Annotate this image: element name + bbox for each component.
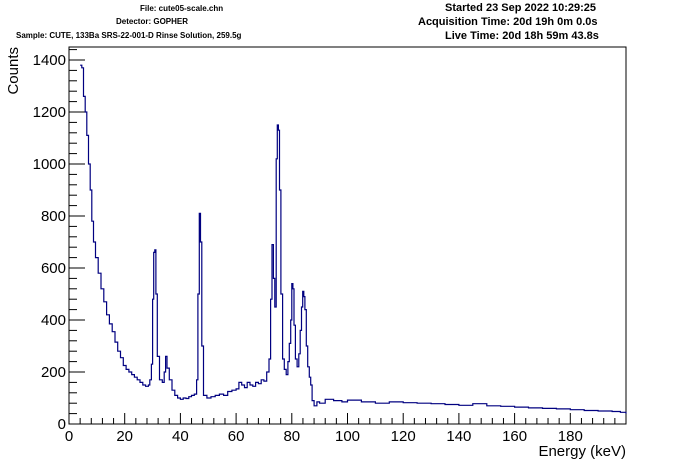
x-tick-label: 120 [391, 428, 416, 445]
x-tick-label: 0 [65, 428, 73, 445]
header-live-time: Live Time: 20d 18h 59m 43.8s [445, 30, 599, 42]
y-axis-tick-labels: 0 200 400 600 800 1000 1200 1400 [33, 52, 66, 433]
x-tick-label: 140 [446, 428, 471, 445]
x-tick-label: 100 [335, 428, 360, 445]
header-detector: Detector: GOPHER [116, 17, 189, 26]
header-sample: Sample: CUTE, 133Ba SRS-22-001-D Rinse S… [16, 31, 242, 40]
y-tick-label: 200 [41, 364, 66, 381]
plot-frame [68, 46, 627, 425]
y-tick-label: 1400 [33, 52, 66, 69]
x-tick-label: 60 [228, 428, 245, 445]
x-tick-label: 20 [116, 428, 133, 445]
y-tick-label: 800 [41, 208, 66, 225]
x-tick-label: 40 [172, 428, 189, 445]
x-axis-ticks [68, 413, 627, 424]
x-tick-label: 160 [502, 428, 527, 445]
y-axis-label: Counts [5, 47, 22, 95]
header-acquisition-time: Acquisition Time: 20d 19h 0m 0.0s [418, 16, 598, 28]
spectrum-line [80, 64, 627, 414]
x-tick-label: 180 [558, 428, 583, 445]
y-tick-label: 1000 [33, 156, 66, 173]
y-tick-label: 600 [41, 260, 66, 277]
y-tick-label: 0 [58, 416, 66, 433]
y-tick-label: 1200 [33, 104, 66, 121]
x-axis-label: Energy (keV) [538, 443, 626, 460]
header-started: Started 23 Sep 2022 10:29:25 [445, 2, 597, 14]
x-tick-label: 80 [283, 428, 300, 445]
x-axis-tick-labels: 0 20 40 60 80 100 120 140 160 180 [65, 428, 583, 445]
y-tick-label: 400 [41, 312, 66, 329]
y-axis-ticks [69, 49, 85, 425]
header-file: File: cute05-scale.chn [140, 4, 224, 13]
